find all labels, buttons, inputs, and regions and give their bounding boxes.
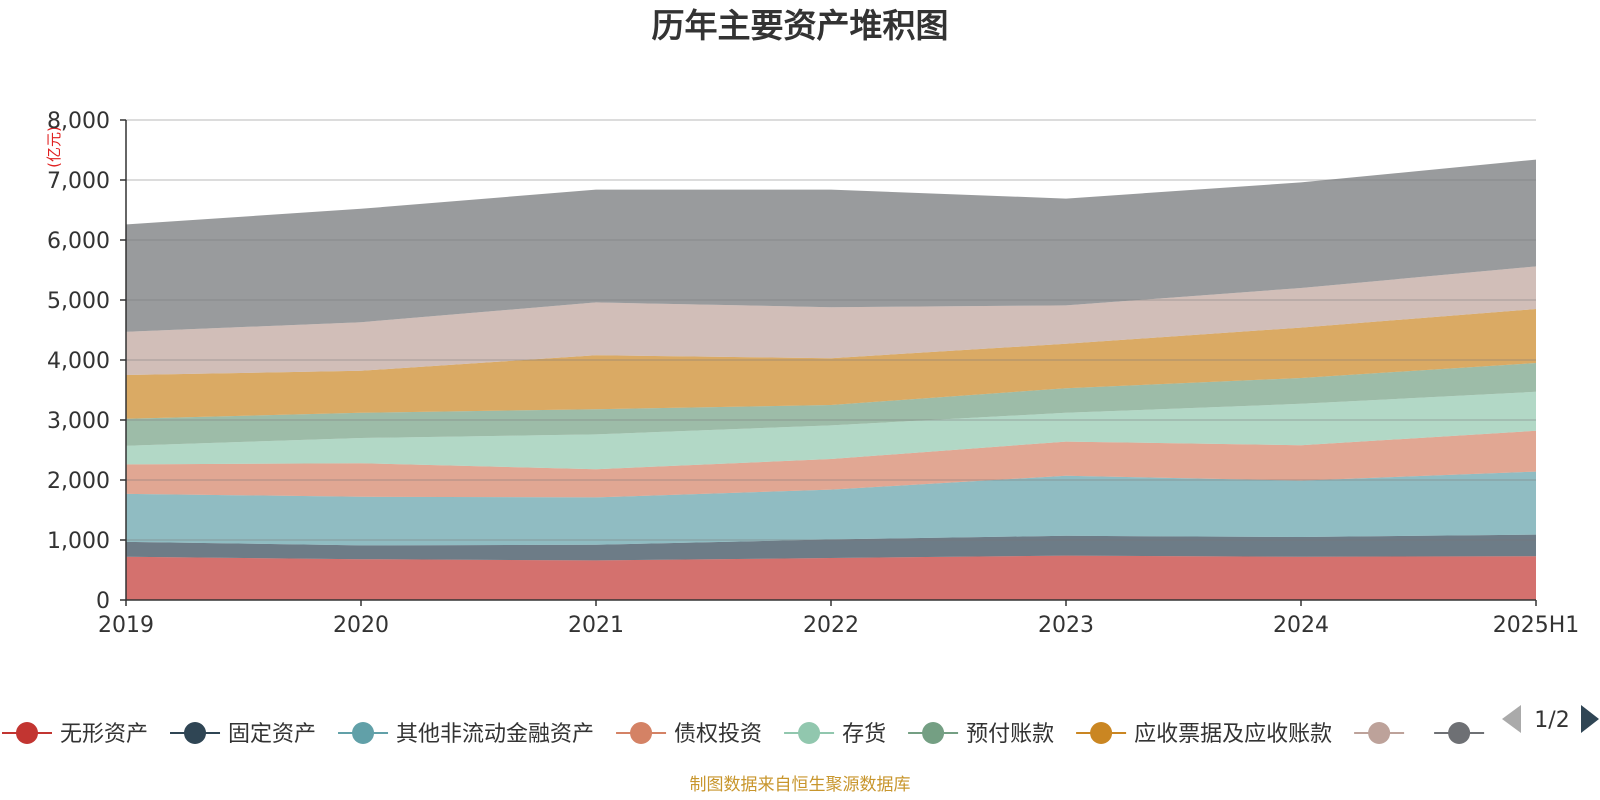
y-tick-label: 1,000	[47, 529, 110, 554]
series-area	[126, 309, 1536, 419]
legend-item[interactable]: 预付账款	[908, 722, 1054, 747]
y-tick-label: 7,000	[47, 169, 110, 194]
y-tick-label: 0	[96, 589, 110, 614]
legend-marker-icon	[922, 722, 945, 744]
legend-label: 预付账款	[966, 722, 1054, 747]
series-area	[126, 391, 1536, 470]
legend-marker-icon	[1368, 722, 1391, 744]
legend-marker-icon	[1448, 722, 1471, 744]
legend-marker-icon	[184, 722, 207, 744]
legend-item[interactable]: 债权投资	[616, 722, 762, 747]
x-tick-label: 2019	[98, 613, 154, 638]
series-area	[126, 159, 1536, 332]
series-area	[126, 430, 1536, 498]
legend-item[interactable]: 其他非流动金融资产	[338, 722, 594, 747]
stacked-areas	[126, 159, 1536, 600]
legend-item[interactable]: 存货	[784, 722, 886, 747]
legend: 无形资产 固定资产 其他非流动金融资产 债权投资 存货 预付账款 应收票据及应收账款	[2, 722, 1485, 747]
x-tick-label: 2025H1	[1493, 613, 1580, 638]
y-tick-label: 2,000	[47, 469, 110, 494]
legend-item[interactable]: 无形资产	[2, 722, 148, 747]
legend-label: 存货	[842, 722, 886, 747]
series-area	[126, 555, 1536, 600]
legend-marker-icon	[798, 722, 821, 744]
legend-label: 债权投资	[674, 722, 762, 747]
data-source-note: 制图数据来自恒生聚源数据库	[690, 775, 911, 795]
legend-label: 无形资产	[60, 722, 148, 747]
legend-label: 应收票据及应收账款	[1134, 722, 1332, 747]
triangle-right-icon[interactable]	[1581, 705, 1599, 733]
legend-item[interactable]	[1354, 722, 1405, 744]
legend-label: 固定资产	[228, 722, 316, 747]
x-tick-label: 2024	[1273, 613, 1329, 638]
y-tick-label: 8,000	[47, 109, 110, 134]
series-area	[126, 363, 1536, 446]
legend-marker-icon	[352, 722, 375, 744]
series-area	[126, 471, 1536, 546]
series-area	[126, 266, 1536, 375]
x-tick-label: 2021	[568, 613, 624, 638]
chart-title: 历年主要资产堆积图	[652, 6, 949, 45]
x-tick-label: 2022	[803, 613, 859, 638]
legend-marker-icon	[1090, 722, 1113, 744]
x-tick-label: 2020	[333, 613, 389, 638]
legend-item[interactable]	[1434, 722, 1485, 744]
grid-lines	[126, 119, 1536, 541]
series-area	[126, 534, 1536, 561]
legend-marker-icon	[16, 722, 38, 744]
axes: 0 1,000 2,000 3,000 4,000 5,000 6,000 7,000 8,00…	[47, 109, 1579, 638]
legend-label: 其他非流动金融资产	[396, 722, 594, 747]
y-tick-label: 3,000	[47, 409, 110, 434]
legend-item[interactable]: 固定资产	[170, 722, 316, 747]
legend-item[interactable]: 应收票据及应收账款	[1076, 722, 1332, 747]
legend-page-indicator: 1/2	[1534, 708, 1569, 733]
y-tick-label: 4,000	[47, 349, 110, 374]
legend-pager: 1/2	[1502, 705, 1599, 733]
y-tick-label: 5,000	[47, 289, 110, 314]
x-tick-label: 2023	[1038, 613, 1094, 638]
y-axis-unit: (亿元)	[45, 126, 63, 168]
legend-marker-icon	[630, 722, 653, 744]
triangle-left-icon[interactable]	[1502, 705, 1521, 733]
y-tick-label: 6,000	[47, 229, 110, 254]
